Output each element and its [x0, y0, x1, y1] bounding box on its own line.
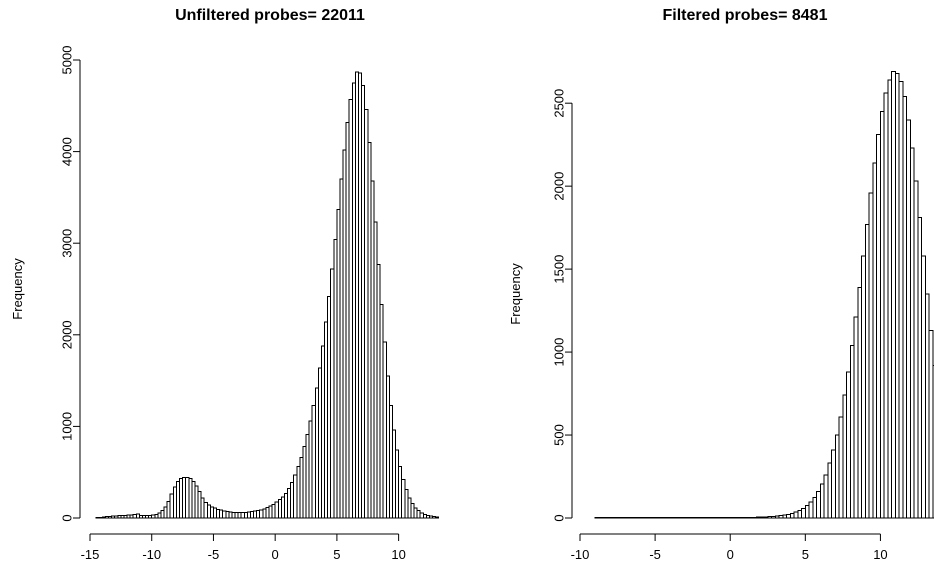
histogram-bar-filtered	[832, 450, 836, 518]
histogram-bar-filtered	[892, 72, 896, 518]
histogram-bar-filtered	[884, 93, 888, 518]
x-tick-label-unfiltered: 10	[391, 547, 405, 562]
histogram-bar-filtered	[798, 511, 802, 518]
histogram-bar-filtered	[847, 372, 851, 518]
x-tick-label-filtered: -5	[649, 547, 661, 562]
x-tick-label-filtered: -10	[571, 547, 590, 562]
y-tick-label-unfiltered: 2000	[59, 320, 74, 349]
histogram-bar-filtered	[862, 256, 866, 518]
chart-title-unfiltered: Unfiltered probes= 22011	[175, 7, 365, 24]
histogram-bar-filtered	[877, 135, 881, 518]
histogram-bar-filtered	[929, 331, 933, 518]
histogram-bar-filtered	[824, 475, 828, 518]
y-tick-label-filtered: 0	[551, 514, 566, 521]
histogram-bar-filtered	[779, 516, 783, 518]
histogram-bar-filtered	[802, 508, 806, 518]
histogram-bar-filtered	[760, 517, 764, 518]
histogram-bar-filtered	[749, 517, 753, 518]
histogram-bar-filtered	[907, 120, 911, 518]
y-tick-label-unfiltered: 0	[59, 514, 74, 521]
histogram-bar-filtered	[839, 417, 843, 518]
x-tick-label-filtered: 5	[802, 547, 809, 562]
histogram-bar-filtered	[805, 506, 809, 518]
histogram-bar-filtered	[783, 515, 787, 518]
histogram-bar-filtered	[757, 517, 761, 518]
histogram-bar-filtered	[828, 463, 832, 518]
histogram-bar-filtered	[820, 484, 824, 518]
x-tick-label-unfiltered: 0	[272, 547, 279, 562]
histogram-bar-filtered	[895, 73, 899, 518]
histogram-bar-filtered	[858, 287, 862, 518]
y-tick-label-unfiltered: 1000	[59, 412, 74, 441]
histogram-bar-filtered	[753, 517, 757, 518]
histogram-bar-filtered	[922, 256, 926, 518]
histogram-bar-filtered	[925, 294, 929, 518]
histogram-bar-filtered	[850, 345, 854, 518]
histogram-bar-unfiltered	[436, 517, 439, 518]
histogram-bar-filtered	[772, 516, 776, 518]
y-tick-label-filtered: 500	[551, 424, 566, 446]
histogram-bar-filtered	[787, 514, 791, 518]
y-tick-label-unfiltered: 4000	[59, 137, 74, 166]
histogram-bar-filtered	[835, 435, 839, 518]
histogram-bar-filtered	[869, 193, 873, 518]
histogram-bar-filtered	[790, 513, 794, 518]
histogram-bar-filtered	[768, 517, 772, 518]
histogram-bar-filtered	[809, 502, 813, 518]
y-axis-label-unfiltered: Frequency	[10, 258, 25, 320]
histogram-bar-filtered	[914, 181, 918, 518]
histogram-bar-filtered	[843, 395, 847, 518]
x-tick-label-unfiltered: -10	[142, 547, 161, 562]
x-tick-label-unfiltered: -5	[208, 547, 220, 562]
histogram-bar-filtered	[880, 111, 884, 518]
y-tick-label-unfiltered: 3000	[59, 229, 74, 258]
x-tick-label-filtered: 10	[873, 547, 887, 562]
histogram-bar-filtered	[903, 97, 907, 518]
histogram-bar-filtered	[873, 163, 877, 518]
x-tick-label-filtered: 0	[727, 547, 734, 562]
y-tick-label-filtered: 1000	[551, 338, 566, 367]
histogram-bar-filtered	[794, 512, 798, 518]
histogram-bar-filtered	[910, 148, 914, 518]
y-tick-label-filtered: 2500	[551, 89, 566, 118]
histogram-bar-filtered	[865, 224, 869, 518]
histogram-bar-filtered	[918, 218, 922, 518]
histogram-bar-filtered	[817, 491, 821, 518]
histogram-bar-filtered	[764, 517, 768, 518]
y-tick-label-filtered: 1500	[551, 255, 566, 284]
x-tick-label-unfiltered: 5	[333, 547, 340, 562]
x-tick-label-unfiltered: -15	[81, 547, 100, 562]
histogram-bar-filtered	[888, 80, 892, 518]
y-tick-label-filtered: 2000	[551, 172, 566, 201]
histogram-bar-filtered	[899, 82, 903, 518]
chart-title-filtered: Filtered probes= 8481	[663, 7, 828, 24]
histogram-bar-filtered	[813, 497, 817, 518]
y-tick-label-unfiltered: 5000	[59, 46, 74, 75]
y-axis-label-filtered: Frequency	[508, 263, 523, 325]
histogram-bar-filtered	[854, 317, 858, 518]
histogram-bar-filtered	[775, 516, 779, 518]
